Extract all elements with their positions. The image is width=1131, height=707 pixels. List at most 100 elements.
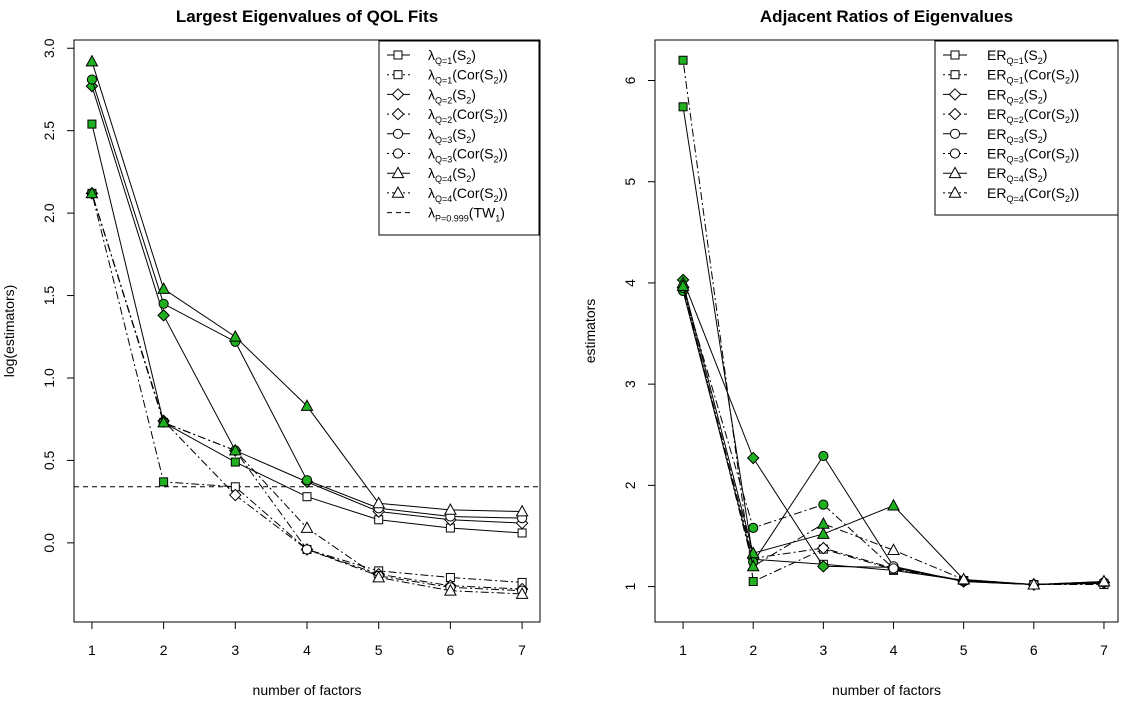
legend-marker xyxy=(391,107,405,121)
series-point xyxy=(159,477,169,487)
x-tick-label: 7 xyxy=(1100,642,1108,658)
y-tick-label: 2.0 xyxy=(41,203,57,223)
series-point xyxy=(372,496,386,509)
series-6 xyxy=(86,188,528,596)
legend-label: λQ=3(Cor(S2)) xyxy=(428,146,508,165)
legend-label: ERQ=1(Cor(S2)) xyxy=(987,67,1079,86)
legend-box xyxy=(934,40,1119,216)
series-point xyxy=(302,492,312,502)
x-tick-label: 5 xyxy=(375,642,383,658)
plot-frame xyxy=(654,39,1119,623)
series-point xyxy=(301,544,313,555)
legend-label: λQ=4(S2) xyxy=(428,165,476,184)
series-point xyxy=(746,559,760,572)
series-8 xyxy=(676,279,1111,590)
series-point xyxy=(816,516,830,529)
series-point xyxy=(817,560,830,573)
y-tick-label: 2.5 xyxy=(41,121,57,141)
series-point xyxy=(443,583,457,596)
series-6 xyxy=(677,282,1110,590)
y-tick-label: 1.0 xyxy=(41,368,57,388)
y-tick-label: 1 xyxy=(622,582,638,590)
x-tick-label: 5 xyxy=(960,642,968,658)
legend-label: ERQ=2(Cor(S2)) xyxy=(987,106,1079,125)
legend-label: ERQ=3(S2) xyxy=(987,126,1047,145)
x-axis-label: number of factors xyxy=(253,682,362,698)
legend-marker xyxy=(393,50,403,60)
series-point xyxy=(158,298,169,309)
series-7 xyxy=(85,54,529,517)
y-tick-label: 0.5 xyxy=(41,450,57,470)
y-tick-label: 3 xyxy=(622,380,638,388)
x-tick-label: 3 xyxy=(231,642,239,658)
legend-label: ERQ=2(S2) xyxy=(987,86,1047,105)
series-point xyxy=(300,399,314,411)
y-tick-label: 1.5 xyxy=(41,286,57,306)
legend-marker xyxy=(948,107,962,121)
legend-marker xyxy=(393,70,403,80)
legend-marker xyxy=(391,166,405,179)
x-tick-label: 2 xyxy=(749,642,757,658)
series-point xyxy=(888,563,899,574)
series-4 xyxy=(85,187,529,596)
chart-panel-1: Largest Eigenvalues of QOL Fits 1 2 3 4 5 6 7 0.… xyxy=(1,7,541,698)
x-tick-label: 6 xyxy=(1030,642,1038,658)
x-tick-label: 7 xyxy=(518,642,526,658)
legend-label: λP=0.999(TW1) xyxy=(428,205,505,224)
series-point xyxy=(818,450,829,462)
series-point xyxy=(87,119,97,129)
legend-label: ERQ=1(S2) xyxy=(987,47,1047,66)
x-tick-label: 4 xyxy=(303,642,311,658)
legend-marker xyxy=(949,148,961,159)
legend-marker xyxy=(949,128,961,139)
legend-marker xyxy=(948,88,962,101)
legend-marker xyxy=(948,166,962,179)
x-tick-label: 4 xyxy=(890,642,898,658)
series-point xyxy=(1097,574,1111,587)
y-axis-label: log(estimators) xyxy=(1,285,17,378)
series-point xyxy=(85,186,99,199)
x-axis-label: number of factors xyxy=(832,682,941,698)
series-7 xyxy=(676,276,1111,590)
legend-marker xyxy=(392,128,404,139)
legend-label: λQ=2(S2) xyxy=(428,86,476,105)
legend-marker xyxy=(948,186,962,198)
y-tick-label: 4 xyxy=(622,279,638,287)
series-point xyxy=(816,527,830,539)
series-point xyxy=(301,475,313,486)
series-point xyxy=(157,415,171,428)
y-tick-label: 6 xyxy=(622,76,638,84)
series-point xyxy=(517,528,527,538)
chart-panel-2: Adjacent Ratios of Eigenvalues 1 2 3 4 5 6 7 1 2 3… xyxy=(582,7,1119,698)
series-point xyxy=(678,102,688,112)
legend-marker xyxy=(391,88,405,101)
y-tick-label: 2 xyxy=(622,481,638,489)
x-tick-label: 1 xyxy=(679,642,687,658)
series-8 xyxy=(85,186,529,599)
series-point xyxy=(746,451,760,465)
series-point xyxy=(887,498,900,511)
y-tick-label: 0.0 xyxy=(41,533,57,553)
series-point xyxy=(85,54,99,67)
legend-box xyxy=(378,40,540,236)
x-tick-label: 1 xyxy=(88,642,96,658)
y-tick-label: 3.0 xyxy=(41,38,57,58)
y-tick-label: 5 xyxy=(622,178,638,186)
legend-marker xyxy=(950,70,960,80)
legend-label: ERQ=4(Cor(S2)) xyxy=(987,185,1079,204)
legend-label: λQ=1(Cor(S2)) xyxy=(428,67,508,86)
series-point xyxy=(157,309,170,322)
x-tick-label: 2 xyxy=(160,642,168,658)
legend-label: λQ=3(S2) xyxy=(428,126,476,145)
legend-marker xyxy=(392,148,404,159)
series-point xyxy=(515,587,529,599)
legend-label: ERQ=3(Cor(S2)) xyxy=(987,146,1079,165)
series-point xyxy=(86,74,98,85)
x-tick-label: 3 xyxy=(819,642,827,658)
y-axis-label: estimators xyxy=(582,299,598,364)
legend-label: λQ=1(S2) xyxy=(428,47,476,66)
series-point xyxy=(230,457,240,467)
series-point xyxy=(748,577,758,587)
legend: λQ=1(S2)λQ=1(Cor(S2))λQ=2(S2)λQ=2(Cor(S2… xyxy=(378,40,540,236)
